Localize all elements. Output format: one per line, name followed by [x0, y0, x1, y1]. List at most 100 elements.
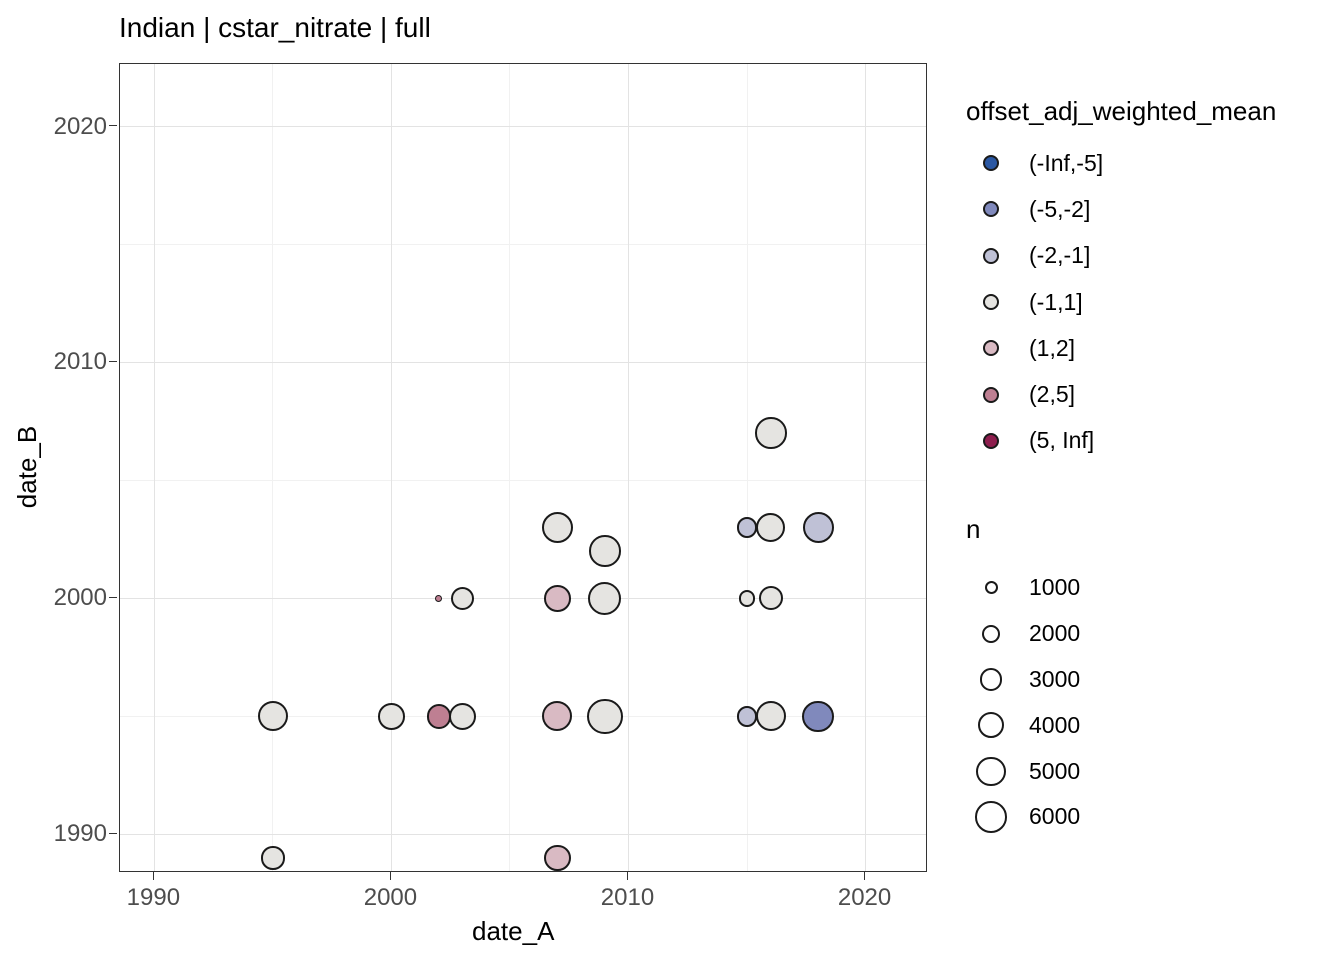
y-tick-label: 1990 [53, 820, 107, 848]
plot-panel [119, 63, 927, 872]
data-point [435, 594, 443, 602]
data-point [586, 698, 623, 735]
data-point [758, 586, 783, 611]
data-point [738, 590, 756, 607]
x-tick-mark [863, 872, 866, 880]
legend-size-label: 5000 [1029, 757, 1081, 784]
data-point [754, 417, 787, 450]
data-point [736, 517, 758, 539]
data-point [802, 700, 834, 733]
x-major-gridline [153, 64, 155, 871]
data-point [541, 511, 574, 544]
y-minor-gridline [120, 479, 926, 481]
size-legend: n 1000 2000 3000 4000 5000 6000 [966, 514, 1342, 840]
legend-color-label: (5, Inf] [1029, 427, 1095, 454]
y-tick-mark [109, 596, 117, 599]
legend-size-label: 3000 [1029, 665, 1081, 692]
legend-size-circle [979, 668, 1003, 691]
y-major-gridline [120, 597, 926, 599]
legend-color-key [966, 294, 1016, 311]
legend-size-item: 4000 [966, 702, 1342, 748]
legend-color-swatch [983, 294, 999, 311]
chart-title: Indian | cstar_nitrate | full [119, 12, 431, 43]
x-major-gridline [865, 64, 867, 871]
legend-color-key [966, 386, 1016, 403]
legend-size-circle [984, 581, 998, 595]
y-major-gridline [120, 833, 926, 835]
x-tick-mark [389, 872, 392, 880]
data-point [542, 701, 573, 732]
legend-color-label: (-5,-2] [1029, 195, 1091, 222]
legend-size-item: 5000 [966, 748, 1342, 794]
legend-size-circle [975, 800, 1007, 833]
y-tick-mark [109, 832, 117, 835]
legend-size-circle [976, 756, 1006, 786]
legend-size-item: 6000 [966, 794, 1342, 840]
color-legend-title: offset_adj_weighted_mean [966, 96, 1277, 126]
legend-size-label: 1000 [1029, 574, 1081, 601]
legend-color-swatch [983, 340, 999, 357]
data-point [450, 586, 475, 611]
y-axis-title: date_B [12, 425, 42, 509]
legend-color-item: (-5,-2] [966, 186, 1342, 232]
legend-size-key [966, 712, 1016, 739]
legend-size-item: 3000 [966, 657, 1342, 703]
y-tick-mark [109, 124, 117, 127]
data-point [802, 512, 834, 544]
y-tick-label: 2020 [53, 112, 107, 140]
legend-color-label: (2,5] [1029, 381, 1076, 408]
legend-color-item: (5, Inf] [966, 418, 1342, 464]
legend-color-label: (-1,1] [1029, 288, 1083, 315]
legend-color-item: (1,2] [966, 325, 1342, 371]
data-point [736, 705, 758, 727]
legend-size-item: 2000 [966, 611, 1342, 657]
legend-color-item: (-1,1] [966, 279, 1342, 325]
legend-color-key [966, 201, 1016, 218]
legend-size-key [966, 800, 1016, 833]
legend-color-key [966, 247, 1016, 264]
legend-color-key [966, 340, 1016, 357]
data-point [588, 535, 621, 568]
data-point [378, 703, 405, 730]
legend-size-label: 6000 [1029, 803, 1081, 830]
x-axis-title: date_A [472, 916, 555, 946]
data-point [588, 581, 622, 616]
x-minor-gridline [746, 64, 748, 871]
y-tick-label: 2000 [53, 584, 107, 612]
x-minor-gridline [509, 64, 511, 871]
legend-color-swatch [983, 247, 999, 264]
x-tick-label: 1990 [126, 884, 181, 911]
legend-color-label: (1,2] [1029, 334, 1076, 361]
legend-color-key [966, 432, 1016, 449]
data-point [756, 512, 786, 543]
legend-color-item: (-2,-1] [966, 233, 1342, 279]
data-point [426, 704, 451, 729]
legend-size-circle [981, 624, 1001, 643]
legend-size-key [966, 581, 1016, 595]
size-legend-title: n [966, 514, 981, 544]
legend-color-label: (-Inf,-5] [1029, 149, 1104, 176]
color-legend-items: (-Inf,-5] (-5,-2] (-2,-1] (-1,1] (1,2] (2,5] (… [966, 140, 1342, 464]
data-point [448, 702, 477, 731]
y-major-gridline [120, 361, 926, 363]
data-point [257, 701, 288, 732]
data-point [544, 844, 571, 871]
x-tick-mark [626, 872, 629, 880]
y-tick-mark [109, 360, 117, 363]
y-tick-label: 2010 [53, 348, 107, 376]
legend-size-circle [978, 712, 1004, 739]
legend-color-item: (2,5] [966, 371, 1342, 417]
legend-size-label: 2000 [1029, 620, 1081, 647]
legend-color-swatch [983, 432, 999, 449]
size-legend-items: 1000 2000 3000 4000 5000 6000 [966, 565, 1342, 840]
y-minor-gridline [120, 715, 926, 717]
legend-color-item: (-Inf,-5] [966, 140, 1342, 186]
x-tick-label: 2020 [837, 884, 892, 911]
y-minor-gridline [120, 244, 926, 245]
legend-color-swatch [983, 386, 999, 403]
legend-size-key [966, 668, 1016, 691]
legend-color-label: (-2,-1] [1029, 242, 1091, 269]
legend-color-swatch [983, 201, 999, 218]
legend-size-label: 4000 [1029, 711, 1081, 738]
